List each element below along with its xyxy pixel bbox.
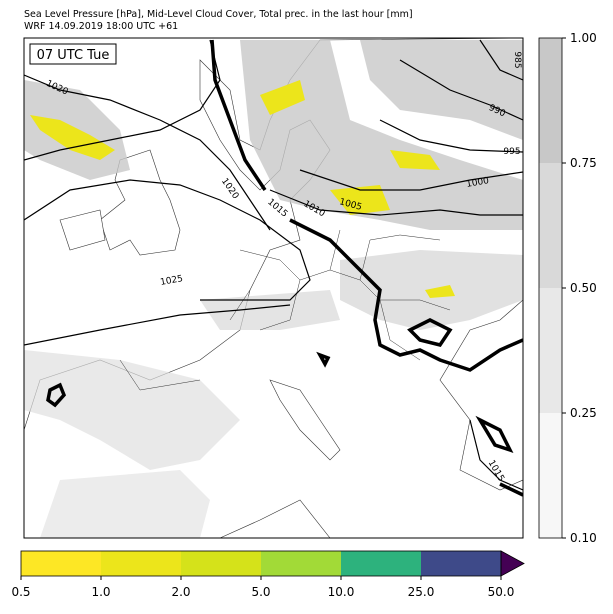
tick-label: 1.0 bbox=[91, 585, 110, 599]
tick-label: 0.5 bbox=[11, 585, 30, 599]
isobar-label: 1000 bbox=[466, 176, 491, 190]
colorbar-segment bbox=[261, 551, 341, 576]
tick-label: 0.25 bbox=[570, 406, 597, 420]
colorbar-segment bbox=[21, 551, 101, 576]
colorbar-segment bbox=[539, 163, 562, 288]
colorbar-segment bbox=[539, 413, 562, 538]
colorbar-segment bbox=[341, 551, 421, 576]
isobar-label: 995 bbox=[503, 147, 520, 157]
isobar-label: 1025 bbox=[160, 274, 184, 288]
colorbar-segment bbox=[539, 38, 562, 163]
colorbar-segment bbox=[539, 288, 562, 413]
colorbar-segment bbox=[101, 551, 181, 576]
time-label: 07 UTC Tue bbox=[37, 48, 110, 63]
colorbar-segment bbox=[181, 551, 261, 576]
tick-label: 2.0 bbox=[171, 585, 190, 599]
tick-label: 5.0 bbox=[251, 585, 270, 599]
tick-label: 0.75 bbox=[570, 156, 597, 170]
tick-label: 1.00 bbox=[570, 31, 597, 45]
tick-label: 50.0 bbox=[488, 585, 515, 599]
precip-colorbar: 0.5 1.0 2.0 5.0 10.0 25.0 50.0 bbox=[11, 550, 525, 599]
tick-label: 10.0 bbox=[328, 585, 355, 599]
tick-label: 0.50 bbox=[570, 281, 597, 295]
tick-label: 0.10 bbox=[570, 531, 597, 545]
map: 07 UTC Tue 1020 1020 1015 1010 1005 1000… bbox=[23, 37, 524, 539]
cloud-colorbar: 0.10 0.25 0.50 0.75 1.00 bbox=[538, 31, 597, 545]
header-line: Sea Level Pressure [hPa], Mid-Level Clou… bbox=[24, 9, 413, 20]
colorbar-segment bbox=[421, 551, 501, 576]
colorbar-extension bbox=[500, 550, 525, 577]
tick-label: 25.0 bbox=[408, 585, 435, 599]
header-line: WRF 14.09.2019 18:00 UTC +61 bbox=[24, 21, 178, 32]
isobar-label: 985 bbox=[512, 51, 522, 68]
